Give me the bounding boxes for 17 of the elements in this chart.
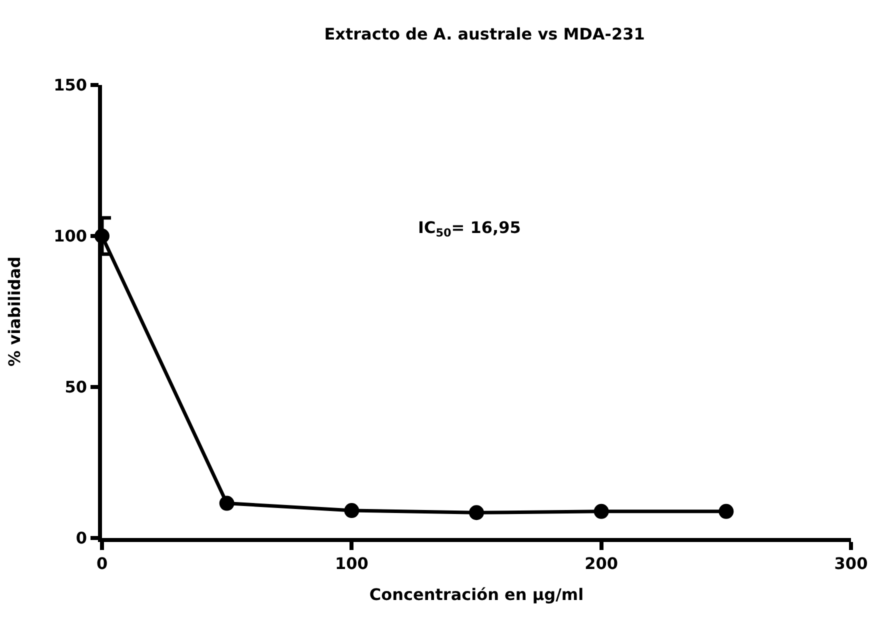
x-tick-label: 0 — [96, 554, 108, 573]
x-axis-title: Concentración en µg/ml — [369, 585, 584, 604]
y-tick-label: 150 — [54, 76, 88, 95]
y-tick-label: 50 — [64, 378, 88, 397]
point — [469, 505, 484, 520]
x-tick-label: 100 — [334, 554, 368, 573]
point — [718, 504, 734, 519]
point — [344, 503, 360, 518]
x-tick-label: 300 — [834, 554, 868, 573]
point — [219, 496, 234, 511]
y-tick-label: 100 — [54, 226, 88, 246]
point — [594, 504, 609, 519]
y-tick-label: 0 — [76, 528, 88, 548]
annotation: IC$_{50}$= 16,95 — [418, 218, 521, 240]
y-axis-title: % viabilidad — [5, 256, 24, 366]
chart-title: Extracto de A. australe vs MDA-231 — [324, 24, 645, 44]
x-tick-label: 200 — [584, 554, 618, 573]
